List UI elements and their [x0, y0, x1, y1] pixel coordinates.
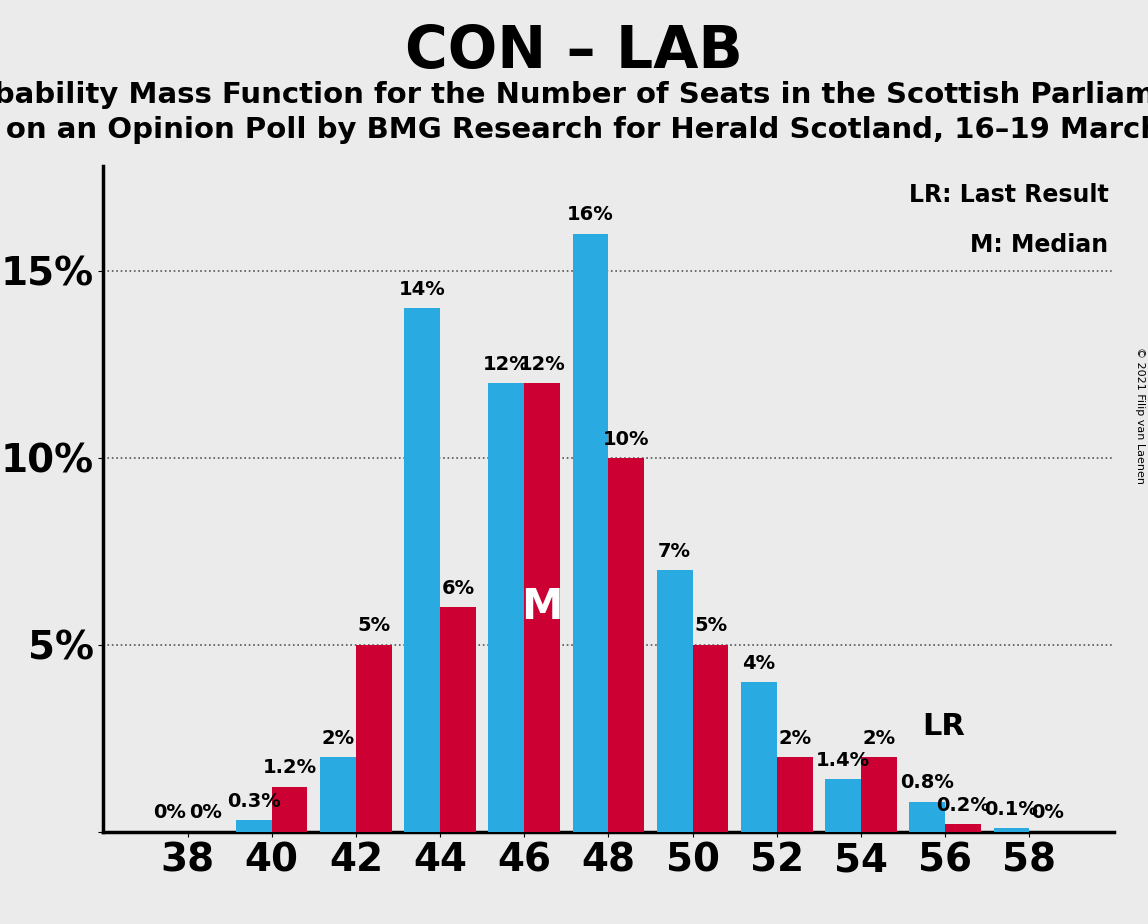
Text: 6%: 6% — [441, 579, 474, 598]
Bar — [440, 607, 475, 832]
Text: 10%: 10% — [603, 430, 650, 448]
Bar — [909, 802, 945, 832]
Bar — [825, 779, 861, 832]
Bar — [525, 383, 560, 832]
Text: 0%: 0% — [189, 803, 222, 822]
Text: LR: LR — [922, 712, 965, 741]
Text: Based on an Opinion Poll by BMG Research for Herald Scotland, 16–19 March 2021: Based on an Opinion Poll by BMG Research… — [0, 116, 1148, 143]
Bar — [994, 828, 1030, 832]
Bar — [777, 757, 813, 832]
Bar — [692, 645, 728, 832]
Text: 5%: 5% — [693, 616, 727, 636]
Text: 0.2%: 0.2% — [936, 796, 990, 815]
Text: 16%: 16% — [567, 205, 614, 225]
Bar — [608, 458, 644, 832]
Bar — [573, 234, 608, 832]
Text: M: Median: M: Median — [970, 233, 1109, 257]
Bar — [657, 570, 692, 832]
Text: 1.4%: 1.4% — [816, 751, 870, 770]
Text: 12%: 12% — [483, 355, 529, 373]
Bar — [861, 757, 897, 832]
Text: 5%: 5% — [357, 616, 390, 636]
Bar — [404, 309, 440, 832]
Text: CON – LAB: CON – LAB — [405, 23, 743, 80]
Text: 7%: 7% — [658, 541, 691, 561]
Text: © 2021 Filip van Laenen: © 2021 Filip van Laenen — [1135, 347, 1145, 484]
Text: LR: Last Result: LR: Last Result — [909, 183, 1109, 207]
Text: 0.8%: 0.8% — [900, 773, 954, 793]
Text: 0%: 0% — [153, 803, 186, 822]
Bar — [489, 383, 525, 832]
Bar — [356, 645, 391, 832]
Bar — [740, 682, 777, 832]
Text: 0%: 0% — [1031, 803, 1064, 822]
Text: 0.3%: 0.3% — [227, 792, 280, 811]
Text: 1.2%: 1.2% — [263, 759, 317, 777]
Bar — [320, 757, 356, 832]
Text: 2%: 2% — [778, 728, 812, 748]
Text: 14%: 14% — [398, 280, 445, 299]
Text: 4%: 4% — [743, 654, 776, 673]
Text: M: M — [521, 587, 563, 628]
Bar — [945, 824, 980, 832]
Bar — [236, 821, 272, 832]
Text: 2%: 2% — [862, 728, 895, 748]
Text: Probability Mass Function for the Number of Seats in the Scottish Parliament: Probability Mass Function for the Number… — [0, 81, 1148, 109]
Text: 2%: 2% — [321, 728, 355, 748]
Text: 12%: 12% — [519, 355, 566, 373]
Bar — [272, 786, 308, 832]
Text: 0.1%: 0.1% — [985, 799, 1039, 819]
